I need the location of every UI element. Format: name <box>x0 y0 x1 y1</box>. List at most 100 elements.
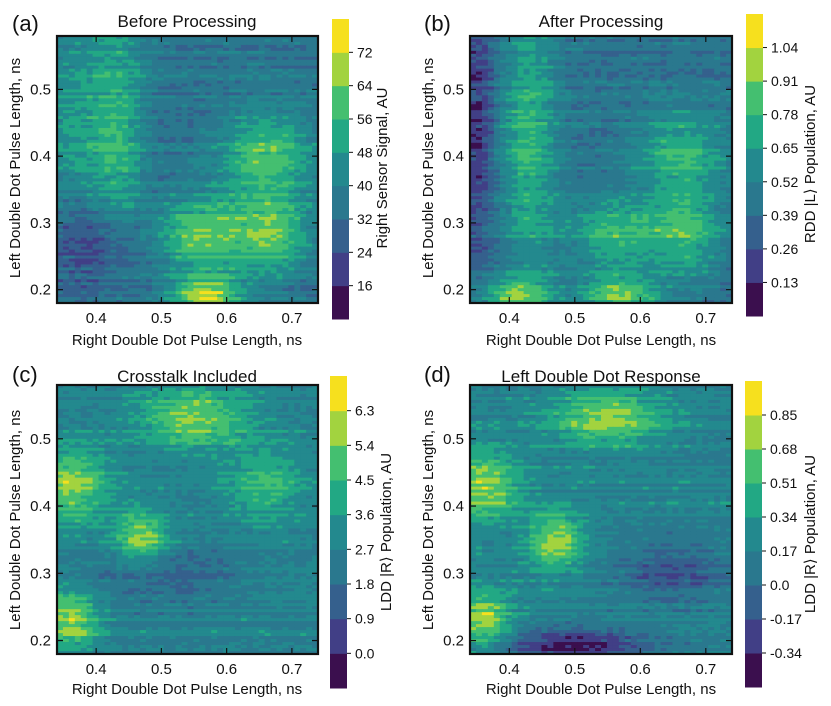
heatmap-cell <box>223 216 230 221</box>
heatmap-cell <box>258 38 266 43</box>
heatmap-cell <box>217 107 224 111</box>
heatmap-cell <box>589 65 596 70</box>
heatmap-cell <box>80 273 88 277</box>
heatmap-cell <box>294 181 301 185</box>
heatmap-cell <box>475 62 483 67</box>
heatmap-cell <box>98 36 106 40</box>
heatmap-cell <box>300 222 307 227</box>
heatmap-cell <box>74 196 82 200</box>
heatmap-cell <box>246 104 254 108</box>
heatmap-cell <box>264 237 272 242</box>
heatmap-cell <box>98 101 106 105</box>
heatmap-cell <box>300 234 307 239</box>
heatmap-cell <box>92 231 100 236</box>
heatmap-cell <box>223 122 230 126</box>
heatmap-cell <box>282 89 289 93</box>
heatmap-cell <box>499 74 507 79</box>
heatmap-cell <box>57 178 64 182</box>
heatmap-cell <box>217 273 224 277</box>
heatmap-cell <box>559 59 566 64</box>
heatmap-cell <box>98 175 106 179</box>
heatmap-cell <box>122 71 129 76</box>
heatmap-cell <box>300 157 307 162</box>
heatmap-cell <box>246 208 254 212</box>
heatmap-cell <box>240 77 248 82</box>
heatmap-cell <box>116 196 123 200</box>
heatmap-cell <box>252 243 260 248</box>
heatmap-cell <box>175 225 183 230</box>
heatmap-cell <box>80 199 88 203</box>
heatmap-cell <box>181 267 189 271</box>
heatmap-cell <box>240 53 248 58</box>
heatmap-cell <box>606 92 614 96</box>
heatmap-cell <box>98 44 106 49</box>
heatmap-cell <box>175 222 183 227</box>
heatmap-cell <box>571 86 578 90</box>
heatmap-cell <box>258 267 266 271</box>
heatmap-cell <box>199 231 206 236</box>
heatmap-cell <box>104 41 111 46</box>
heatmap-cell <box>92 56 100 61</box>
heatmap-cell <box>696 86 703 90</box>
heatmap-cell <box>104 205 111 209</box>
heatmap-cell <box>98 208 106 212</box>
heatmap-cell <box>86 110 94 114</box>
heatmap-cell <box>696 74 703 79</box>
heatmap-cell <box>217 276 224 280</box>
heatmap-cell <box>205 231 212 236</box>
heatmap-cell <box>306 270 313 274</box>
heatmap-cell <box>288 107 295 111</box>
heatmap-cell <box>86 214 94 218</box>
heatmap-cell <box>294 71 301 76</box>
heatmap-cell <box>134 104 141 108</box>
heatmap-cell <box>505 92 513 96</box>
heatmap-cell <box>68 184 76 188</box>
heatmap-cell <box>666 56 674 61</box>
heatmap-cell <box>470 36 477 40</box>
heatmap-cell <box>80 255 88 260</box>
heatmap-cell <box>181 219 189 224</box>
heatmap-cell <box>187 68 195 73</box>
heatmap-cell <box>134 139 141 144</box>
heatmap-cell <box>145 41 153 46</box>
heatmap-cell <box>696 65 703 70</box>
heatmap-cell <box>246 53 254 58</box>
heatmap-cell <box>205 214 212 218</box>
heatmap-cell <box>565 92 572 96</box>
colorbar-label: Right Sensor Signal, AU <box>374 88 391 249</box>
heatmap-cell <box>541 62 548 67</box>
heatmap-cell <box>74 175 82 179</box>
heatmap-cell <box>98 264 106 268</box>
heatmap-cell <box>187 119 195 123</box>
heatmap-cell <box>229 211 236 215</box>
heatmap-cell <box>229 59 236 64</box>
heatmap-cell <box>270 119 278 123</box>
heatmap-cell <box>151 98 159 102</box>
heatmap-cell <box>211 133 218 138</box>
heatmap-cell <box>74 139 82 144</box>
heatmap-cell <box>110 92 117 96</box>
heatmap-cell <box>68 122 76 126</box>
heatmap-cell <box>110 116 117 120</box>
heatmap-cell <box>92 172 100 177</box>
heatmap-cell <box>282 249 289 254</box>
panel-b: 0.4 0.5 0.6 0.70.20.30.40.5(b) After Process… <box>420 11 819 349</box>
heatmap-cell <box>175 65 183 70</box>
heatmap-cell <box>80 169 88 174</box>
heatmap-cell <box>187 83 195 88</box>
heatmap-cell <box>134 219 141 224</box>
heatmap-cell <box>169 246 177 251</box>
heatmap-cell <box>282 294 289 298</box>
heatmap-cell <box>252 77 260 82</box>
heatmap-cell <box>187 95 195 99</box>
heatmap-cell <box>98 294 106 298</box>
heatmap-cell <box>134 50 141 55</box>
heatmap-cell <box>288 172 295 177</box>
heatmap-cell <box>193 225 200 230</box>
heatmap-cell <box>294 80 301 85</box>
heatmap-cell <box>80 157 88 162</box>
heatmap-cell <box>169 53 177 58</box>
heatmap-cell <box>252 282 260 286</box>
heatmap-cell <box>86 237 94 242</box>
heatmap-cell <box>140 38 147 43</box>
